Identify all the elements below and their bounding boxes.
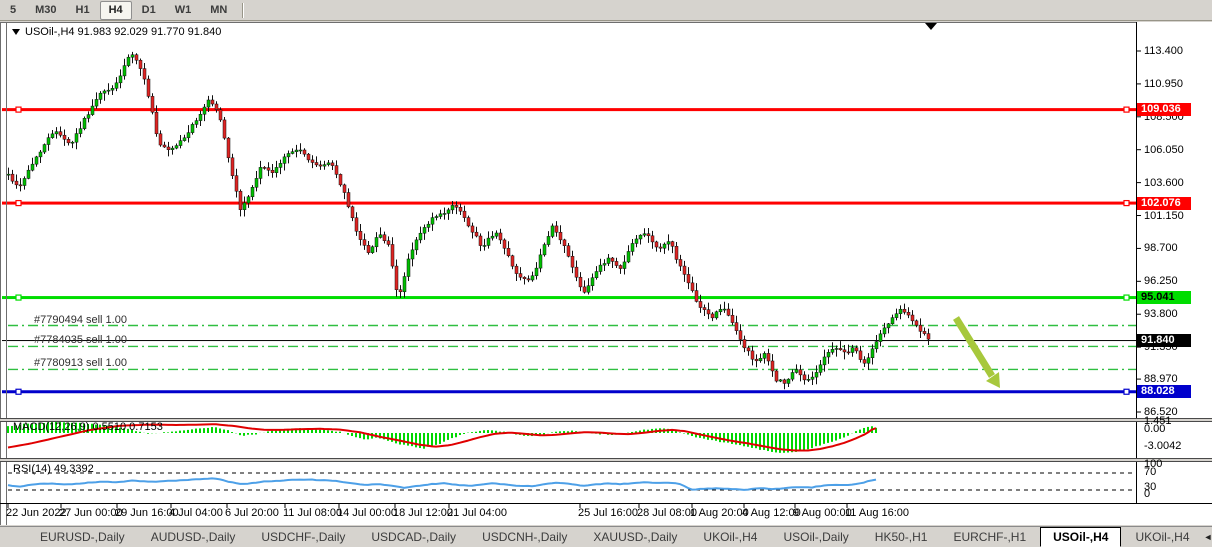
price-badge-support-95: 95.041	[1137, 291, 1191, 305]
macd-signal-line	[7, 423, 877, 452]
timeframe-button-h4[interactable]: H4	[99, 0, 132, 20]
price-tick-label: 93.800	[1144, 308, 1178, 321]
chart-title: USOil-,H4 91.983 92.029 91.770 91.840	[12, 26, 221, 38]
time-axis-label: 29 Jun 16:00	[115, 507, 179, 519]
line-handle[interactable]	[1123, 106, 1130, 113]
time-axis-label: 25 Jul 16:00	[578, 507, 638, 519]
time-axis-label: 22 Jun 2022	[6, 507, 67, 519]
line-handle[interactable]	[1123, 388, 1130, 395]
level-line-support-88[interactable]	[2, 390, 1136, 394]
chart-title-text: USOil-,H4 91.983 92.029 91.770 91.840	[25, 26, 222, 38]
line-handle[interactable]	[15, 199, 22, 207]
panel-separator-rsi[interactable]	[0, 458, 1212, 462]
timeframe-button-5[interactable]: 5	[10, 3, 17, 16]
time-axis-label: 11 Jul 08:00	[283, 507, 343, 519]
sell-order-label-1: #7784035 sell 1.00	[34, 334, 127, 347]
price-tick-label: 86.520	[1144, 405, 1178, 418]
time-axis-label: 27 Jun 00:00	[59, 507, 123, 519]
time-axis-line	[0, 503, 1212, 504]
price-badge-resistance-102: 102.076	[1137, 196, 1191, 210]
toolbar-separator	[242, 2, 245, 18]
panel-separator-macd[interactable]	[0, 418, 1212, 422]
rsi-axis-label: 0	[1144, 488, 1151, 500]
level-line-resistance-109[interactable]	[2, 108, 1136, 112]
tab-eurchf-h1[interactable]: EURCHF-,H1	[953, 529, 1027, 544]
macd-axis-label: 0.00	[1144, 423, 1166, 435]
time-axis-label: 6 Jul 20:00	[225, 507, 279, 519]
time-axis-label: 14 Jul 00:00	[337, 507, 397, 519]
tab-usdcnh-daily[interactable]: USDCNH-,Daily	[482, 529, 568, 544]
level-line-support-95[interactable]	[2, 296, 1136, 300]
line-handle[interactable]	[15, 294, 22, 301]
time-axis-label: 1 Aug 20:00	[690, 507, 749, 519]
tab-usoil-h4[interactable]: USOil-,H4	[1040, 527, 1122, 547]
price-tick-label: 88.970	[1144, 373, 1178, 386]
macd-indicator-label: MACD(12,26,9) 0.5510 0.7153	[13, 421, 163, 433]
rsi-axis-label: 70	[1144, 466, 1157, 478]
price-badge-resistance-109: 109.036	[1137, 103, 1191, 117]
tab-xauusd-daily[interactable]: XAUUSD-,Daily	[593, 529, 678, 544]
timeframe-button-w1[interactable]: W1	[174, 3, 192, 16]
price-tick-label: 110.950	[1144, 77, 1183, 90]
sell-order-label-2: #7780913 sell 1.00	[34, 357, 127, 370]
timeframe-toolbar: 5 M30 H1 H4 D1 W1 MN	[0, 0, 1212, 21]
tab-scroll-arrows: ◄►	[1204, 532, 1212, 542]
time-axis-label: 4 Jul 04:00	[169, 507, 223, 519]
rsi-axis-label: 100	[1144, 458, 1163, 470]
rsi-line	[7, 477, 877, 491]
level-line-resistance-102[interactable]	[2, 201, 1136, 205]
time-axis-label: 4 Aug 12:00	[742, 507, 801, 519]
line-handle[interactable]	[15, 388, 22, 395]
line-handle[interactable]	[1123, 294, 1130, 301]
macd-axis-label: 1.451	[1144, 415, 1172, 427]
rsi-indicator-label: RSI(14) 49.3392	[13, 463, 94, 475]
tab-audusd-daily[interactable]: AUDUSD-,Daily	[150, 529, 236, 544]
chart-tab-bar: EURUSD-,Daily AUDUSD-,Daily USDCHF-,Daily U…	[0, 526, 1212, 547]
time-axis-label: 18 Jul 12:00	[393, 507, 453, 519]
line-handle[interactable]	[1123, 199, 1130, 207]
tab-usoil-daily[interactable]: USOil-,Daily	[783, 529, 849, 544]
symbol-dropdown-icon[interactable]	[12, 29, 20, 35]
chart-frame-left-inner	[6, 22, 7, 525]
time-axis-label: 9 Aug 00:00	[793, 507, 852, 519]
tab-ukoil-h4[interactable]: UKOil-,H4	[1135, 529, 1190, 544]
tab-ukoil-h4[interactable]: UKOil-,H4	[703, 529, 758, 544]
timeframe-button-mn[interactable]: MN	[210, 3, 228, 16]
line-handle[interactable]	[15, 106, 22, 113]
price-tick-label: 103.600	[1144, 176, 1184, 189]
chart-shift-marker-icon[interactable]	[925, 23, 937, 30]
price-tick-label: 98.700	[1144, 242, 1178, 255]
tab-scroll-left-icon[interactable]: ◄	[1203, 532, 1212, 542]
chart-frame-left-outer	[0, 22, 1, 525]
time-axis-label: 11 Aug 16:00	[845, 507, 910, 519]
price-axis-separator	[1136, 22, 1137, 503]
timeframe-button-h1[interactable]: H1	[75, 3, 90, 16]
time-axis-label: 21 Jul 04:00	[447, 507, 507, 519]
level-line-current-price[interactable]	[2, 340, 1136, 342]
sell-order-label-0: #7790494 sell 1.00	[34, 313, 127, 326]
price-tick-label: 106.050	[1144, 143, 1184, 156]
rsi-axis-label: 30	[1144, 481, 1157, 493]
price-tick-label: 101.150	[1144, 209, 1184, 222]
arrow-annotation-head[interactable]	[986, 372, 1000, 388]
tab-eurusd-daily[interactable]: EURUSD-,Daily	[40, 529, 125, 544]
price-badge-support-88: 88.028	[1137, 385, 1191, 399]
tab-usdcad-daily[interactable]: USDCAD-,Daily	[371, 529, 457, 544]
tab-usdchf-daily[interactable]: USDCHF-,Daily	[261, 529, 346, 544]
tab-hk50-h1[interactable]: HK50-,H1	[874, 529, 928, 544]
chart-frame-top	[0, 22, 1136, 23]
chart-window	[0, 22, 1212, 525]
price-tick-label: 113.400	[1144, 45, 1183, 57]
arrow-annotation-shaft[interactable]	[953, 316, 995, 378]
price-badge-current-price: 91.840	[1137, 334, 1191, 348]
timeframe-button-m30[interactable]: M30	[35, 3, 57, 16]
timeframe-button-d1[interactable]: D1	[141, 3, 156, 16]
price-tick-label: 96.250	[1144, 275, 1178, 288]
macd-axis-label: -3.0042	[1144, 440, 1182, 452]
time-axis-label: 28 Jul 08:00	[637, 507, 697, 519]
